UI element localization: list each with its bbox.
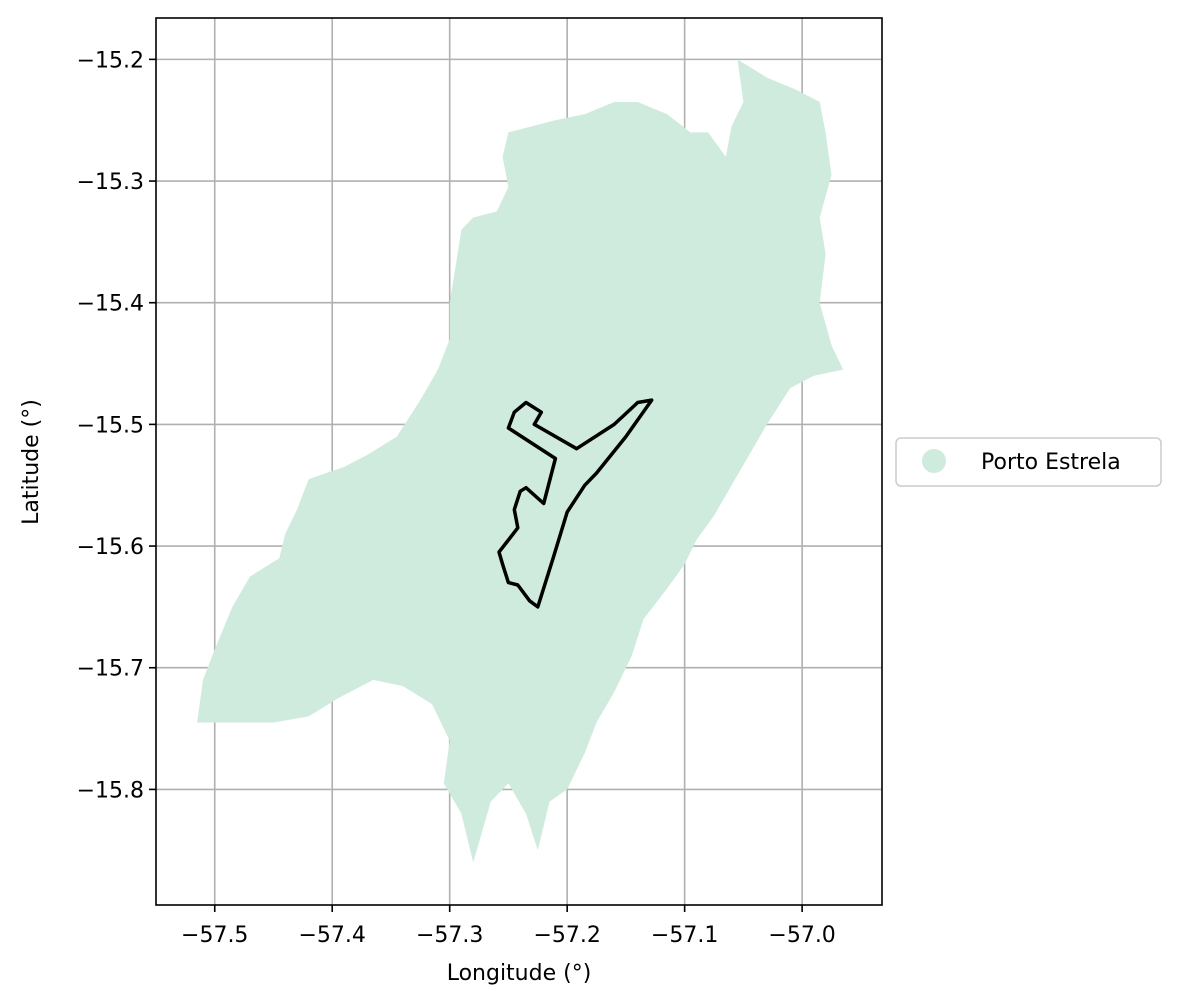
y-tick-label: −15.5 xyxy=(77,413,144,438)
y-tick-label: −15.2 xyxy=(77,48,144,73)
y-tick-label: −15.7 xyxy=(77,657,144,682)
y-tick-label: −15.6 xyxy=(77,535,144,560)
y-axis-label: Latitude (°) xyxy=(19,399,44,525)
legend: Porto Estrela xyxy=(895,437,1162,487)
y-tick-label: −15.3 xyxy=(77,170,144,195)
legend-label: Porto Estrela xyxy=(981,450,1121,475)
x-tick-label: −57.1 xyxy=(651,923,718,948)
x-tick-label: −57.4 xyxy=(299,923,366,948)
x-axis-ticks: −57.5 −57.4 −57.3 −57.2 −57.1 −57.0 xyxy=(181,905,836,948)
x-tick-label: −57.5 xyxy=(181,923,248,948)
legend-frame xyxy=(895,437,1162,487)
boundary-outline xyxy=(497,398,654,609)
y-axis-ticks: −15.2 −15.3 −15.4 −15.5 −15.6 −15.7 −15.8 xyxy=(77,48,156,803)
x-axis-label: Longitude (°) xyxy=(447,961,592,986)
y-tick-label: −15.8 xyxy=(77,778,144,803)
y-tick-label: −15.4 xyxy=(77,292,144,317)
legend-marker xyxy=(922,449,946,473)
x-tick-label: −57.3 xyxy=(416,923,483,948)
plot-frame xyxy=(155,17,883,906)
region-porto-estrela xyxy=(197,59,844,863)
x-tick-label: −57.2 xyxy=(533,923,600,948)
x-tick-label: −57.0 xyxy=(768,923,835,948)
